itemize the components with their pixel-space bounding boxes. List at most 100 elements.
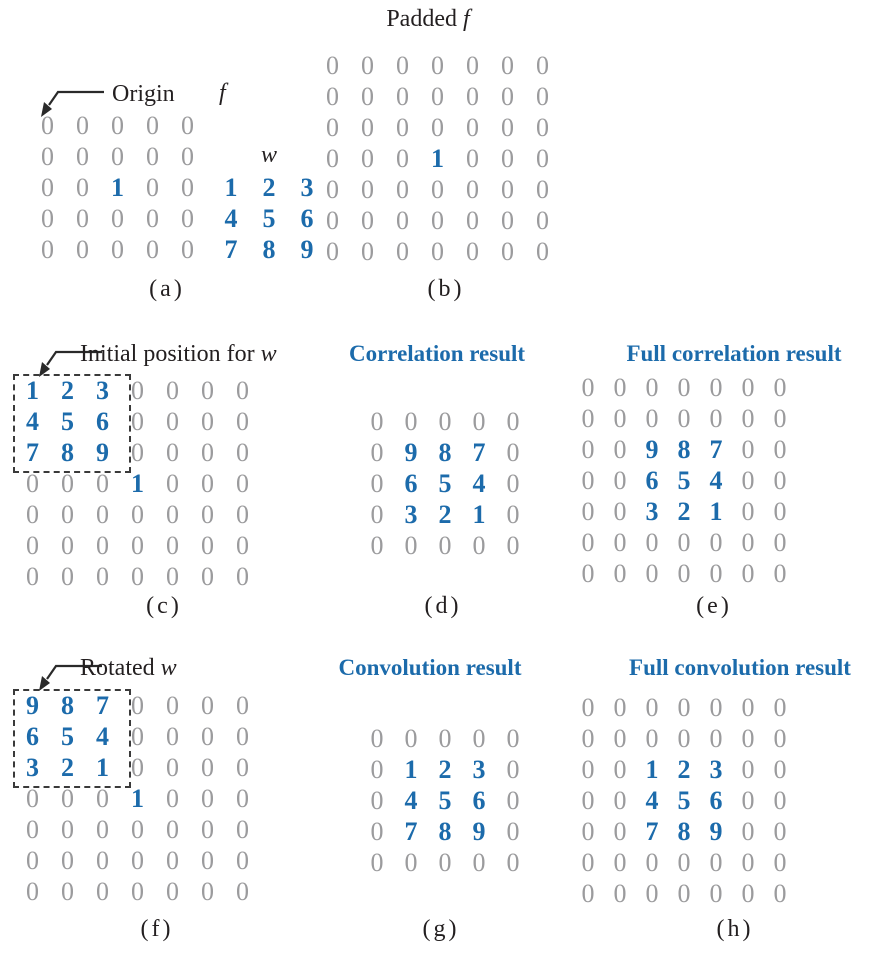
- grid-cell: 2: [61, 752, 74, 782]
- grid-cell: 0: [466, 112, 479, 142]
- grid-cell: 5: [677, 465, 691, 495]
- grid-cell: 0: [370, 754, 384, 784]
- grid-cell: 0: [431, 205, 444, 235]
- grid-cell: 5: [438, 785, 452, 815]
- grid-cell: 0: [506, 847, 520, 877]
- grid-cell: 0: [96, 876, 109, 906]
- grid-cell: 0: [96, 561, 109, 591]
- grid-cell: 0: [181, 141, 194, 171]
- grid-cell: 0: [131, 814, 144, 844]
- grid-cell: 0: [61, 561, 74, 591]
- grid-cell: 0: [396, 205, 409, 235]
- grid-cell: 0: [181, 172, 194, 202]
- grid-cell: 0: [709, 692, 723, 722]
- grid-cell: 6: [300, 203, 314, 233]
- grid-cell: 0: [61, 876, 74, 906]
- grid-cell: 0: [773, 723, 787, 753]
- grid-cell: 0: [581, 372, 595, 402]
- grid-cell: 0: [404, 847, 418, 877]
- grid-cell: 0: [111, 110, 124, 140]
- grid-cell: 8: [677, 434, 691, 464]
- grid-cell: 0: [645, 403, 659, 433]
- grid-cell: 0: [501, 112, 514, 142]
- grid-cell: 0: [201, 783, 214, 813]
- grid-cell: 0: [131, 530, 144, 560]
- grid-cell: 0: [431, 174, 444, 204]
- grid-cell: 0: [326, 81, 339, 111]
- grid-cell: 0: [146, 172, 159, 202]
- f-label: f: [219, 80, 226, 106]
- grid-cell: 1: [111, 172, 124, 202]
- grid-cell: 0: [741, 558, 755, 588]
- grid-cell: 0: [41, 141, 54, 171]
- grid-cell: 0: [326, 143, 339, 173]
- padded-f-title-roman: Padded: [386, 6, 457, 32]
- grid-cell: 0: [131, 876, 144, 906]
- grid-cell: 0: [773, 816, 787, 846]
- grid-cell: 0: [773, 692, 787, 722]
- caption-h: (h): [716, 916, 754, 942]
- grid-cell: 3: [96, 375, 109, 405]
- grid-cell: 0: [61, 783, 74, 813]
- grid-cell: 0: [166, 721, 179, 751]
- grid-cell: 0: [166, 814, 179, 844]
- grid-cell: 0: [370, 785, 384, 815]
- grid-cell: 0: [201, 814, 214, 844]
- grid-cell: 3: [300, 172, 314, 202]
- grid-cell: 0: [613, 372, 627, 402]
- grid-cell: 8: [61, 690, 74, 720]
- grid-cell: 0: [677, 558, 691, 588]
- grid-cell: 0: [506, 468, 520, 498]
- grid-cell: 0: [201, 406, 214, 436]
- correlation-result-title: Correlation result: [348, 341, 526, 366]
- grid-cell: 0: [41, 172, 54, 202]
- grid-cell: 0: [773, 847, 787, 877]
- grid-cell: 0: [111, 234, 124, 264]
- grid-cell: 0: [41, 203, 54, 233]
- grid-cell: 5: [677, 785, 691, 815]
- grid-cell: 0: [201, 752, 214, 782]
- grid-cell: 0: [741, 496, 755, 526]
- grid-cell: 8: [438, 437, 452, 467]
- grid-cell: 0: [61, 468, 74, 498]
- grid-cell: 0: [741, 692, 755, 722]
- grid-cell: 0: [677, 527, 691, 557]
- grid-cell: 0: [581, 496, 595, 526]
- initial-position-label-roman: Initial position for: [80, 341, 255, 367]
- grid-cell: 7: [96, 690, 109, 720]
- grid-cell: 0: [201, 561, 214, 591]
- grid-cell: 0: [581, 558, 595, 588]
- grid-cell: 0: [361, 174, 374, 204]
- grid-cell: 0: [76, 141, 89, 171]
- caption-b: (b): [427, 276, 465, 302]
- initial-position-label: Initial position for w: [80, 341, 277, 367]
- grid-cell: 0: [506, 785, 520, 815]
- grid-cell: 0: [146, 234, 159, 264]
- grid-cell: 0: [677, 878, 691, 908]
- grid-cell: 0: [131, 561, 144, 591]
- grid-cell: 0: [536, 236, 549, 266]
- grid-cell: 9: [404, 437, 418, 467]
- grid-cell: 5: [61, 721, 74, 751]
- grid-cell: 0: [581, 847, 595, 877]
- grid-cell: 0: [26, 499, 39, 529]
- grid-cell: 0: [613, 527, 627, 557]
- grid-cell: 1: [131, 783, 144, 813]
- grid-cell: 4: [26, 406, 39, 436]
- grid-cell: 0: [581, 878, 595, 908]
- initial-position-arrow-icon: [39, 350, 102, 377]
- grid-cell: 0: [201, 876, 214, 906]
- grid-cell: 0: [438, 406, 452, 436]
- grid-cell: 0: [741, 754, 755, 784]
- grid-cell: 0: [370, 468, 384, 498]
- grid-cell: 0: [166, 845, 179, 875]
- grid-cell: 0: [201, 721, 214, 751]
- grid-cell: 0: [677, 372, 691, 402]
- grid-cell: 0: [166, 561, 179, 591]
- padded-f-title-italic: f: [462, 6, 470, 32]
- caption-g: (g): [422, 916, 460, 942]
